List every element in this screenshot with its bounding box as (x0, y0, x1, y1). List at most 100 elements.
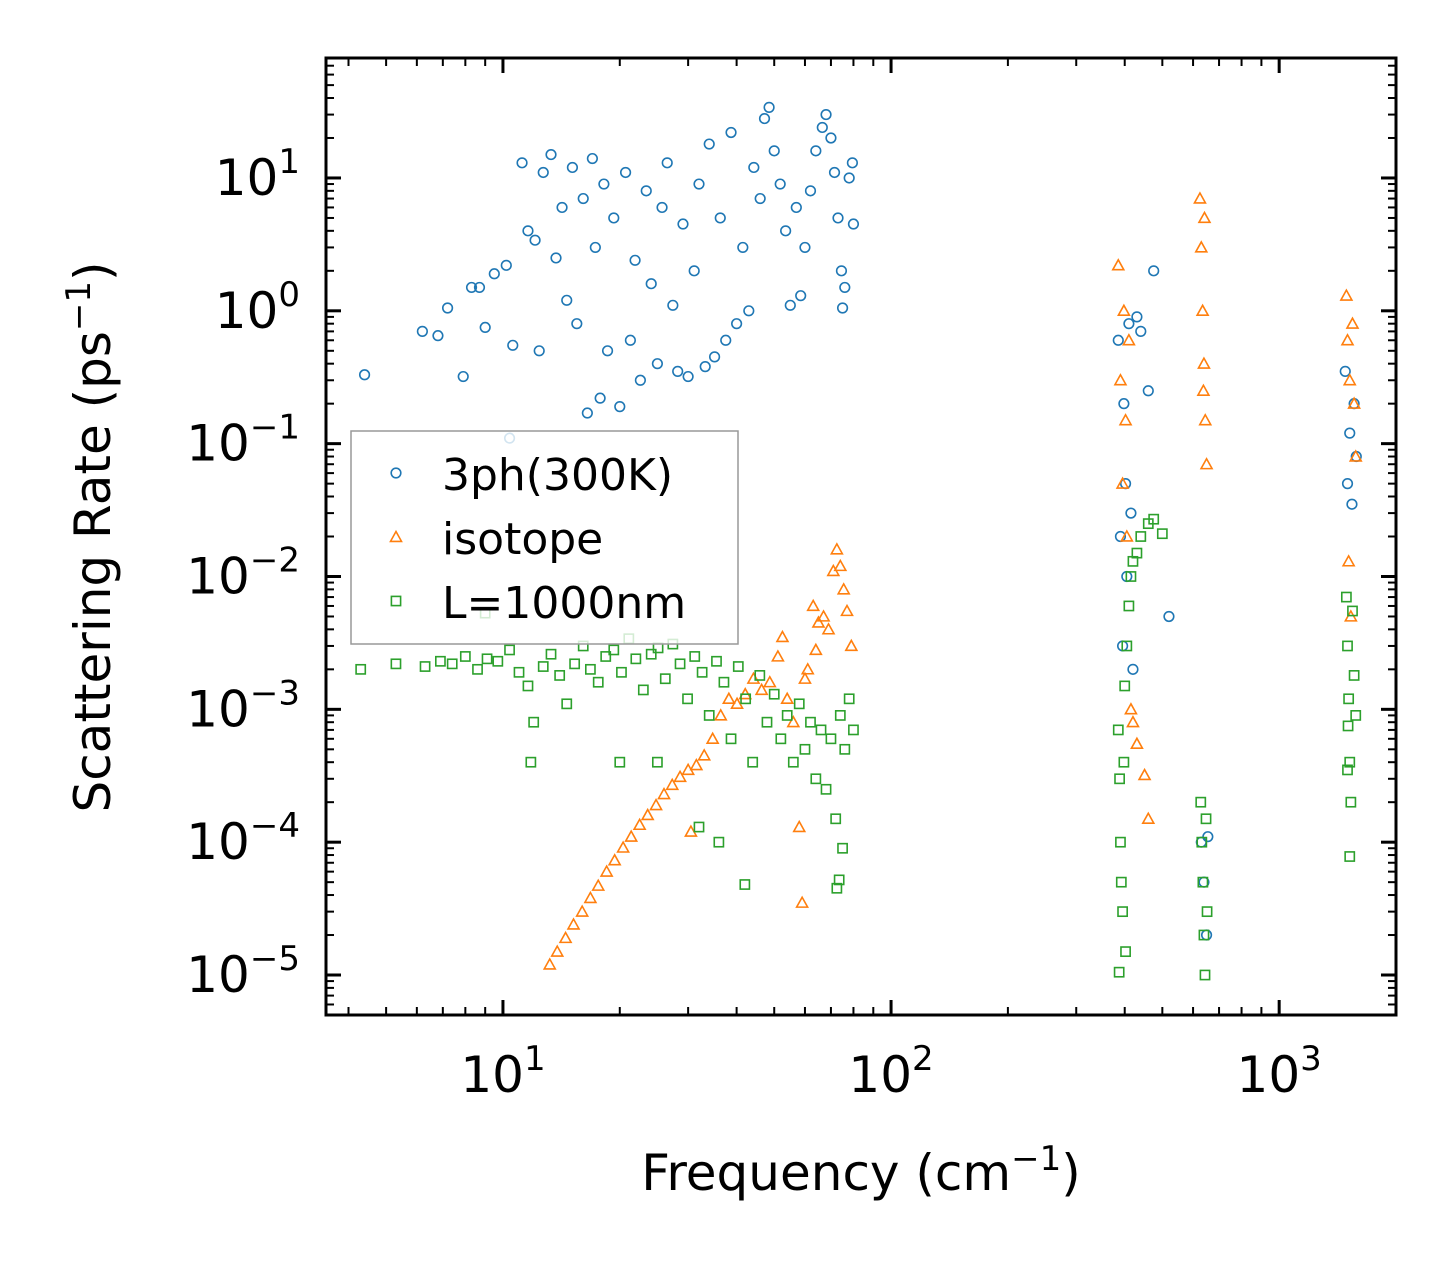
data-point (844, 638, 859, 652)
data-point (592, 676, 604, 688)
data-point (839, 743, 851, 755)
data-point (558, 930, 573, 944)
data-point (725, 126, 737, 139)
data-point (833, 874, 845, 886)
data-point (550, 252, 562, 264)
data-point (550, 944, 565, 957)
data-point (1131, 311, 1143, 323)
data-point (763, 101, 775, 113)
data-point (705, 731, 720, 745)
data-point (839, 281, 851, 294)
data-point (1112, 724, 1124, 736)
data-point (481, 653, 493, 665)
data-point (1115, 876, 1127, 888)
data-point (599, 864, 614, 877)
data-point (598, 178, 610, 190)
data-point (649, 797, 663, 811)
data-point (1344, 851, 1356, 862)
data-point (473, 281, 486, 294)
data-point (721, 691, 736, 705)
data-point (545, 648, 557, 660)
data-point (645, 278, 657, 290)
data-point (693, 821, 705, 833)
legend-label: 3ph(300K) (442, 450, 673, 501)
data-point (651, 358, 663, 370)
data-point (792, 819, 807, 833)
data-point (1148, 513, 1160, 525)
data-point (1130, 736, 1144, 750)
data-point (1124, 702, 1138, 715)
data-point (1199, 969, 1211, 981)
data-point (731, 318, 743, 330)
legend-marker (390, 595, 402, 607)
data-point (513, 666, 525, 678)
data-point (837, 842, 848, 854)
data-point (689, 651, 701, 662)
data-point (847, 218, 860, 230)
data-point (1340, 333, 1355, 346)
data-point (835, 265, 848, 277)
data-point (836, 302, 849, 314)
data-point (616, 666, 627, 678)
data-point (774, 178, 786, 190)
data-point (1199, 457, 1214, 470)
data-point (748, 161, 760, 174)
data-point (630, 653, 642, 665)
data-point (688, 265, 700, 277)
data-point (665, 777, 680, 791)
data-point (820, 108, 832, 121)
data-point (713, 836, 725, 848)
data-point (737, 241, 749, 254)
data-point (446, 658, 458, 670)
data-point (1348, 449, 1363, 462)
data-point (781, 710, 793, 721)
data-point (435, 655, 446, 667)
data-point (768, 688, 780, 700)
data-point (1342, 720, 1354, 732)
data-point (492, 655, 504, 667)
data-point (656, 201, 668, 214)
data-point (795, 895, 809, 908)
data-point (784, 299, 796, 311)
data-point (1127, 663, 1139, 675)
data-point (740, 693, 752, 705)
data-point (1163, 610, 1175, 623)
data-point (703, 138, 715, 150)
data-point (808, 642, 823, 656)
data-point (1156, 528, 1168, 540)
data-point (608, 212, 620, 224)
data-point (780, 225, 792, 237)
data-point (761, 716, 773, 728)
data-point (1197, 876, 1209, 888)
data-point (1120, 946, 1131, 958)
data-point (1197, 356, 1211, 369)
data-point (1200, 929, 1213, 941)
data-point (1115, 836, 1126, 848)
data-point (816, 609, 831, 622)
data-point (811, 615, 826, 628)
data-point (846, 157, 858, 169)
data-point (419, 661, 431, 672)
data-point (836, 582, 851, 595)
data-point (1121, 640, 1133, 652)
data-point (629, 254, 641, 266)
data-point (1119, 680, 1131, 692)
data-point (1202, 831, 1214, 843)
data-point (1114, 773, 1125, 785)
data-point (1111, 258, 1126, 271)
data-point (500, 259, 512, 271)
data-point (1339, 288, 1354, 301)
data-point (561, 294, 573, 306)
data-point (594, 392, 606, 404)
data-point (516, 157, 528, 169)
data-point (583, 890, 598, 904)
data-point (632, 817, 647, 831)
data-point (799, 241, 811, 254)
data-point (840, 603, 854, 617)
data-point (718, 676, 730, 688)
data-point (651, 756, 663, 768)
data-point (1135, 325, 1147, 337)
data-point (661, 157, 673, 169)
data-point (1195, 796, 1207, 808)
data-point (1195, 303, 1210, 317)
